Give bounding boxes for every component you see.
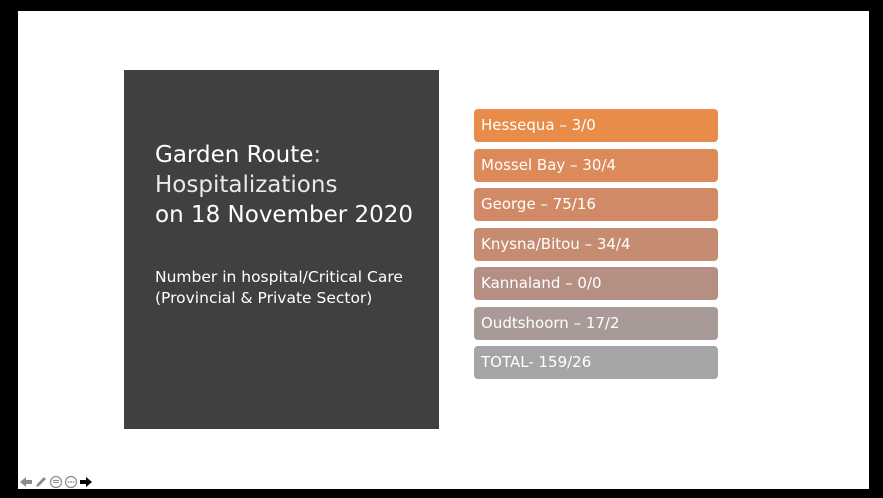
previous-arrow-icon[interactable] [19, 474, 33, 488]
district-list: Hessequa – 3/0 Mossel Bay – 30/4 George … [474, 109, 718, 386]
title-colon: : [313, 142, 322, 168]
district-bar-hessequa: Hessequa – 3/0 [474, 109, 718, 142]
district-bar-knysna-bitou: Knysna/Bitou – 34/4 [474, 227, 718, 261]
slide-subtitle: Number in hospital/Critical Care (Provin… [155, 267, 403, 309]
title-line-2: Hospitalizations [155, 172, 338, 198]
title-main: Garden Route [155, 142, 314, 168]
slide-menu-icon[interactable] [49, 474, 63, 489]
slideshow-controls [19, 474, 93, 489]
district-bar-george: George – 75/16 [474, 188, 718, 221]
district-bar-oudtshoorn: Oudtshoorn – 17/2 [474, 306, 718, 340]
title-panel: Garden Route: Hospitalizations on 18 Nov… [124, 70, 439, 429]
total-bar: TOTAL- 159/26 [474, 346, 718, 379]
slide-canvas: Garden Route: Hospitalizations on 18 Nov… [18, 11, 869, 489]
pen-icon[interactable] [34, 474, 48, 488]
district-bar-mossel-bay: Mossel Bay – 30/4 [474, 148, 718, 182]
subtitle-line-2: (Provincial & Private Sector) [155, 289, 373, 307]
slide-title: Garden Route: Hospitalizations on 18 Nov… [155, 140, 413, 230]
title-line-3: on 18 November 2020 [155, 202, 414, 228]
subtitle-line-1: Number in hospital/Critical Care [155, 268, 403, 286]
district-bar-kannaland: Kannaland – 0/0 [474, 267, 718, 300]
more-options-icon[interactable] [64, 474, 78, 489]
title-line-1: Garden Route: [155, 140, 413, 170]
next-arrow-icon[interactable] [79, 474, 93, 488]
